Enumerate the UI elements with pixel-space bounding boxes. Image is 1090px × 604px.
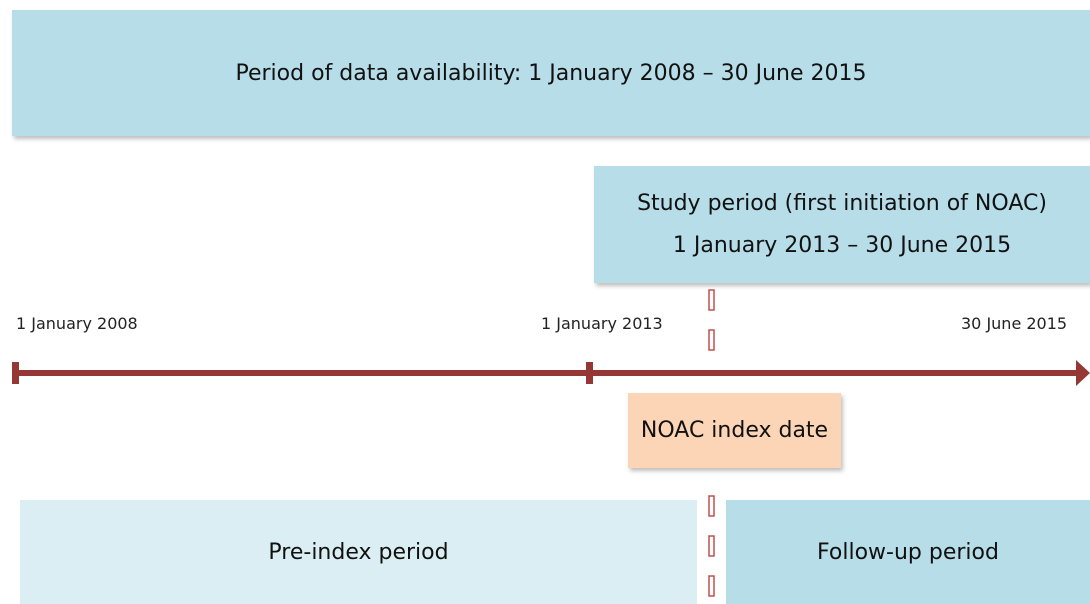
study-period-box: Study period (first initiation of NOAC) … xyxy=(594,166,1090,283)
pre-index-text: Pre-index period xyxy=(268,539,449,565)
follow-up-box: Follow-up period xyxy=(726,500,1090,604)
study-period-line2: 1 January 2013 – 30 June 2015 xyxy=(672,232,1012,258)
timeline-tick xyxy=(12,362,19,384)
availability-text: Period of data availability: 1 January 2… xyxy=(235,60,867,86)
index-date-box: NOAC index date xyxy=(628,393,841,468)
timeline-end-label: 30 June 2015 xyxy=(961,314,1068,333)
timeline-middle-label: 1 January 2013 xyxy=(541,314,663,333)
timeline-start-label: 1 January 2008 xyxy=(16,314,138,333)
timeline-arrow xyxy=(1076,360,1090,386)
follow-up-text: Follow-up period xyxy=(817,539,999,565)
study-period-line1: Study period (first initiation of NOAC) xyxy=(637,190,1047,216)
index-date-text: NOAC index date xyxy=(640,418,829,443)
pre-index-box: Pre-index period xyxy=(20,500,697,604)
timeline-tick xyxy=(586,362,593,384)
availability-box: Period of data availability: 1 January 2… xyxy=(12,10,1090,136)
